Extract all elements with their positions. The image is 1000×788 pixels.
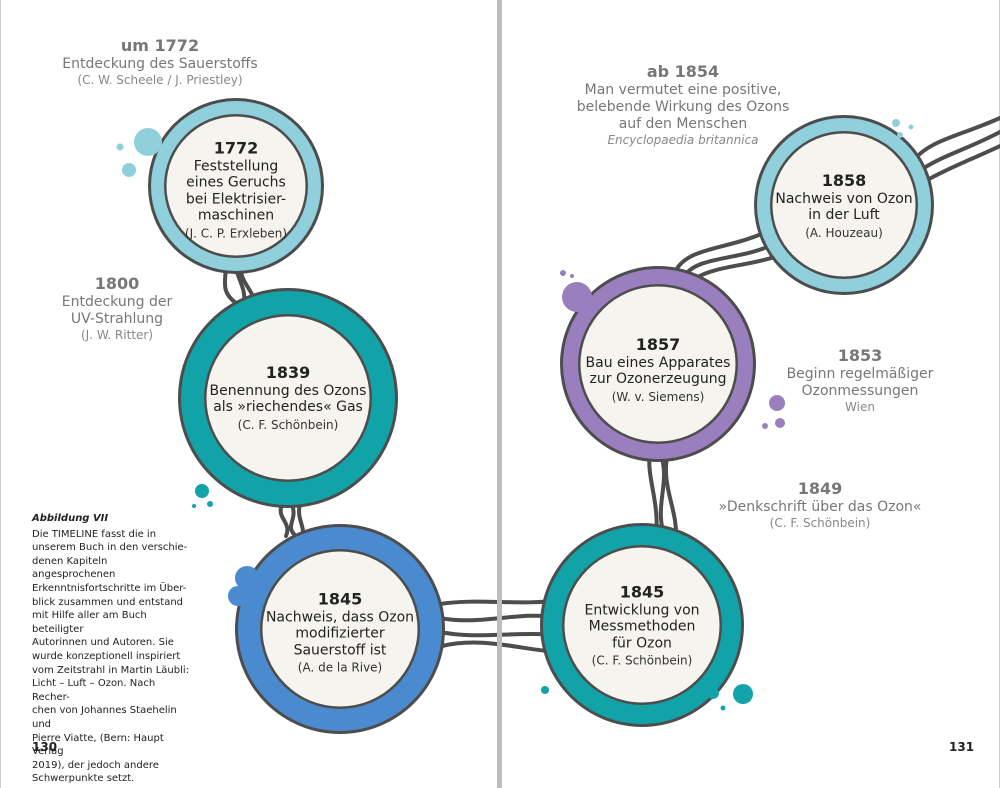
node-source: (A. de la Rive) xyxy=(297,661,383,676)
note-source: (J. W. Ritter) xyxy=(80,327,154,342)
note-text: »Denkschrift über das Ozon« xyxy=(718,498,922,515)
node-year: 1772 xyxy=(213,138,259,158)
node-text: Messmethoden xyxy=(588,619,696,636)
node-1839: 1839 Benennung des Ozons als »riechendes… xyxy=(208,362,368,432)
page-number-left: 130 xyxy=(32,740,58,754)
caption-line: Schwerpunkte setzt. xyxy=(32,773,135,785)
node-text: Entwicklung von xyxy=(584,602,700,619)
node-year: 1839 xyxy=(265,362,311,382)
node-text: in der Luft xyxy=(808,207,880,224)
node-text: Bau eines Apparates xyxy=(585,354,731,371)
note-ab-1854: ab 1854 Man vermutet eine positive, bele… xyxy=(558,62,808,147)
note-text: Entdeckung der xyxy=(61,293,173,310)
node-text: Sauerstoff ist xyxy=(293,642,387,659)
note-text: Ozonmessungen xyxy=(801,382,919,399)
decorative-dots xyxy=(116,119,914,711)
note-um-1772: um 1772 Entdeckung des Sauerstoffs (C. W… xyxy=(40,36,280,87)
note-text: Beginn regelmäßiger xyxy=(786,365,934,382)
caption-line: 2019), der jedoch andere xyxy=(32,759,159,771)
node-text: für Ozon xyxy=(612,635,672,652)
note-1853: 1853 Beginn regelmäßiger Ozonmessungen W… xyxy=(770,346,950,414)
node-source: (W. v. Siemens) xyxy=(611,389,705,404)
node-source: (A. Houzeau) xyxy=(805,225,883,240)
node-year: 1857 xyxy=(635,334,681,354)
caption-line: Autorinnen und Autoren. Sie xyxy=(32,637,174,649)
book-gutter xyxy=(497,0,502,788)
note-year: 1853 xyxy=(837,346,883,365)
node-source: (J. C. P. Erxleben) xyxy=(184,226,288,241)
caption-line: vom Zeitstrahl in Martin Läubli: xyxy=(32,664,190,676)
caption-line: wurde konzeptionell inspiriert xyxy=(32,650,181,662)
caption-title: Abbildung VII xyxy=(32,513,109,524)
node-year: 1858 xyxy=(821,170,867,190)
caption-line: mit Hilfe aller am Buch beteiligter xyxy=(32,610,147,635)
note-text: UV-Strahlung xyxy=(70,310,164,327)
note-text: Man vermutet eine positive, xyxy=(584,81,782,98)
note-year: um 1772 xyxy=(120,36,200,55)
node-year: 1845 xyxy=(317,589,363,609)
caption-line: Erkenntnisfortschritte im Über- xyxy=(32,582,187,594)
node-text: Nachweis von Ozon xyxy=(775,190,913,207)
note-source: (C. F. Schönbein) xyxy=(769,515,871,530)
ring-1845-right xyxy=(540,523,744,727)
node-text: bei Elektrisier- xyxy=(185,191,287,208)
caption-line: Licht – Luft – Ozon. Nach Recher- xyxy=(32,678,156,703)
note-year: 1849 xyxy=(797,479,843,498)
note-year: ab 1854 xyxy=(646,62,720,81)
note-1849: 1849 »Denkschrift über das Ozon« (C. F. … xyxy=(710,479,930,530)
node-1845-right: 1845 Entwicklung von Messmethoden für Oz… xyxy=(572,582,712,669)
node-source: (C. F. Schönbein) xyxy=(237,417,339,432)
node-text: als »riechendes« Gas xyxy=(213,399,363,416)
node-text: Nachweis, dass Ozon xyxy=(265,609,415,626)
ring-1858 xyxy=(754,115,934,295)
note-1800: 1800 Entdeckung der UV-Strahlung (J. W. … xyxy=(42,274,192,342)
caption-line: blick zusammen und entstand xyxy=(32,596,184,608)
note-source: (C. W. Scheele / J. Priestley) xyxy=(77,72,243,87)
ring-1857 xyxy=(560,266,756,462)
node-text: Benennung des Ozons xyxy=(209,382,367,399)
node-1858: 1858 Nachweis von Ozon in der Luft (A. H… xyxy=(774,170,914,240)
node-1845-left: 1845 Nachweis, dass Ozon modifizierter S… xyxy=(265,589,415,676)
page-number-right: 131 xyxy=(949,740,975,754)
node-year: 1845 xyxy=(619,582,665,602)
note-source: Encyclopaedia britannica xyxy=(607,132,759,147)
node-text: modifizierter xyxy=(295,626,385,643)
node-text: zur Ozonerzeugung xyxy=(589,371,727,388)
ring-1845-left xyxy=(235,524,445,734)
node-text: Feststellung xyxy=(193,158,279,175)
page-edge-left xyxy=(0,0,1,788)
caption-line: chen von Johannes Staehelin und xyxy=(32,705,177,730)
ring-1839 xyxy=(178,288,398,508)
note-text: auf den Menschen xyxy=(618,115,748,132)
note-text: Entdeckung des Sauerstoffs xyxy=(62,55,258,72)
node-1857: 1857 Bau eines Apparates zur Ozonerzeugu… xyxy=(583,334,733,404)
node-text: eines Geruchs xyxy=(186,174,286,191)
note-text: belebende Wirkung des Ozons xyxy=(576,98,790,115)
figure-caption: Abbildung VII Die TIMELINE fasst die in … xyxy=(32,512,192,786)
note-source: Wien xyxy=(845,399,875,414)
note-year: 1800 xyxy=(94,274,140,293)
caption-line: Pierre Viatte, (Bern: Haupt Verlag xyxy=(32,732,164,758)
caption-line: denen Kapiteln angesprochenen xyxy=(32,555,116,581)
node-text: maschinen xyxy=(197,207,275,224)
ring-1772 xyxy=(148,98,324,274)
caption-line: unserem Buch in den verschie- xyxy=(32,542,188,554)
caption-line: Die TIMELINE fasst die in xyxy=(32,528,157,540)
node-1772: 1772 Feststellung eines Geruchs bei Elek… xyxy=(171,138,301,241)
node-source: (C. F. Schönbein) xyxy=(591,654,693,669)
